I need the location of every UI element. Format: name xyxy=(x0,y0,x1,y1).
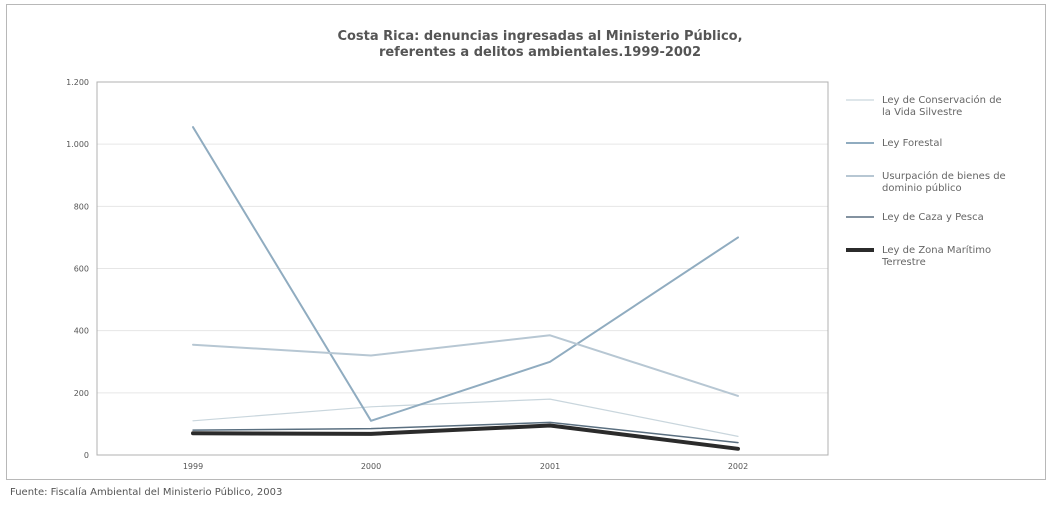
series-line-4 xyxy=(192,421,739,444)
line-chart: Costa Rica: denuncias ingresadas al Mini… xyxy=(66,29,1006,471)
y-tick-label: 200 xyxy=(74,389,89,398)
legend-label: Ley Forestal xyxy=(882,138,942,149)
y-tick-label: 0 xyxy=(84,451,89,460)
y-tick-label: 600 xyxy=(74,265,89,274)
legend-item: Ley de Conservación de la Vida Silvestre xyxy=(846,94,1002,118)
legend-label: Ley de Caza y Pesca xyxy=(882,212,984,223)
series-line-3 xyxy=(192,334,739,397)
x-tick-label: 2002 xyxy=(728,462,748,471)
x-tick-label: 2001 xyxy=(540,462,560,471)
chart-title: Costa Rica: denuncias ingresadas al Mini… xyxy=(337,29,742,60)
y-tick-label: 400 xyxy=(74,327,89,336)
x-tick-label: 2000 xyxy=(361,462,381,471)
chart-title-line-1: Costa Rica: denuncias ingresadas al Mini… xyxy=(337,29,742,44)
legend-item: Usurpación de bienes de dominio público xyxy=(846,170,1006,194)
chart-title-line-2: referentes a delitos ambientales.1999-20… xyxy=(379,45,701,60)
legend-label: Ley de Conservación de la Vida Silvestre xyxy=(882,94,1002,118)
y-tick-label: 1.200 xyxy=(66,78,89,87)
y-tick-label: 800 xyxy=(74,202,89,211)
legend-item: Ley de Caza y Pesca xyxy=(846,212,984,223)
plot-area xyxy=(96,81,829,456)
legend-item: Ley de Zona Marítimo Terrestre xyxy=(846,244,991,268)
source-note: Fuente: Fiscalía Ambiental del Ministeri… xyxy=(10,487,283,498)
axes: 0 200 400 600 800 1.000 1.200 1999 2000 2001 2002 xyxy=(66,78,748,471)
series-line-5 xyxy=(191,423,740,451)
legend-label: Ley de Zona Marítimo Terrestre xyxy=(881,244,991,268)
legend: Ley de Conservación de la Vida Silvestre L… xyxy=(846,94,1006,268)
series-line-2 xyxy=(192,126,739,422)
x-tick-label: 1999 xyxy=(183,462,203,471)
legend-label: Usurpación de bienes de dominio público xyxy=(882,170,1006,194)
legend-item: Ley Forestal xyxy=(846,138,942,149)
y-tick-label: 1.000 xyxy=(66,140,89,149)
series-lines xyxy=(191,126,740,451)
series-line-1 xyxy=(192,398,739,437)
